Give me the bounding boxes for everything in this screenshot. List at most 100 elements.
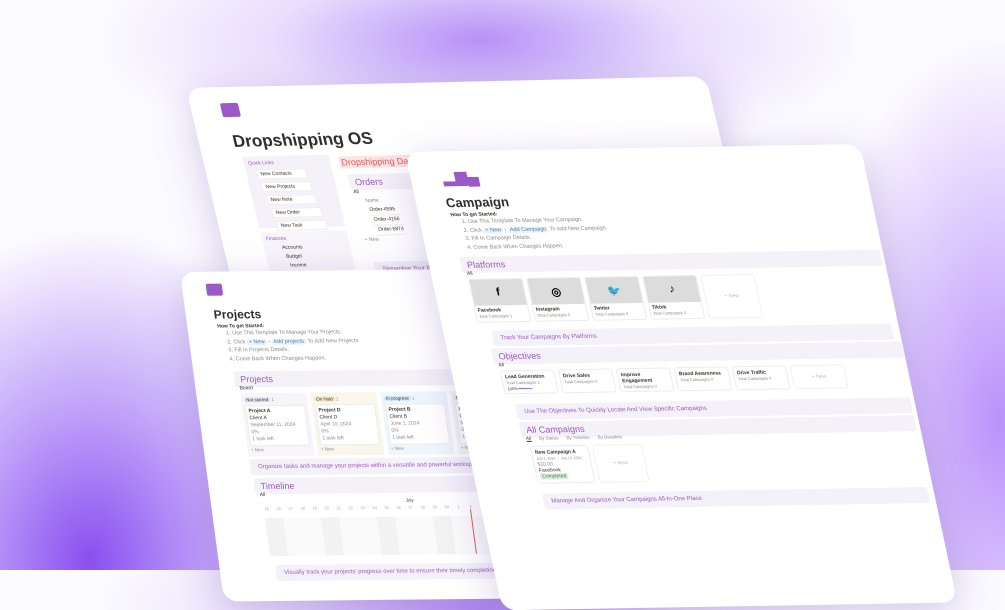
timeline-view-all[interactable]: All xyxy=(259,492,266,499)
status-badge: On Hold xyxy=(313,396,335,402)
column-count: 1 xyxy=(411,395,415,401)
new-order-button[interactable]: + New xyxy=(363,236,380,243)
store-icon xyxy=(219,102,242,118)
step: Come Back When Changes Happen. xyxy=(473,241,612,252)
quick-link-label: New Projects xyxy=(265,183,296,191)
page-title: Dropshipping OS xyxy=(230,128,375,151)
chart-icon: ▂▆▄ xyxy=(440,168,481,187)
quick-link-label: New Note xyxy=(270,196,294,204)
platform-count: Total Campaigns 0 xyxy=(536,312,571,318)
objective-card[interactable]: Brand Awareness Total Campaigns 0 xyxy=(673,366,733,392)
objective-card[interactable]: Drive Sales Total Campaigns 0 xyxy=(557,368,617,394)
timeline-day: 27 xyxy=(408,504,414,510)
finances-label: Finances xyxy=(265,235,287,243)
new-campaign-button[interactable]: + New xyxy=(591,443,650,483)
quick-link[interactable]: New Note xyxy=(265,194,318,206)
view-tab[interactable]: All xyxy=(525,435,532,442)
board-tab[interactable]: Board xyxy=(239,385,254,392)
objective-card[interactable]: Improve Engagement Total Campaigns 0 xyxy=(615,367,675,393)
step: Come Back When Changes Happen. xyxy=(235,354,361,364)
timeline-day: 26 xyxy=(396,504,402,510)
step: Click + New › Add projects To Add New Pr… xyxy=(233,337,359,347)
platforms-header: Platforms xyxy=(459,249,883,274)
how-to-steps: Use This Template To Manage Your Campaig… xyxy=(453,216,612,253)
facebook-icon: f xyxy=(469,278,527,306)
view-tab[interactable]: By Status xyxy=(538,435,559,441)
view-tab[interactable]: By Deadline xyxy=(597,434,623,440)
objective-card[interactable]: Drive Traffic Total Campaigns 0 xyxy=(731,365,791,391)
platform-card[interactable]: 🐦 Twitter Total Campaigns 0 xyxy=(584,275,648,321)
platform-count: Total Campaigns 0 xyxy=(594,311,629,317)
timeline-day: 16 xyxy=(276,505,282,512)
board-column: On Hold 1 Project D Client D April 10, 202… xyxy=(310,391,385,456)
timeline-day: 1 xyxy=(457,504,461,510)
platforms-view-all[interactable]: All xyxy=(466,270,474,277)
page-title: Campaign xyxy=(444,194,511,211)
platform-card[interactable]: ◎ Instagram Total Campaigns 0 xyxy=(526,276,590,322)
timeline-day: 23 xyxy=(360,505,366,511)
new-platform-button[interactable]: + New xyxy=(700,273,764,319)
view-tab[interactable]: By Timeline xyxy=(565,434,591,441)
tasks-left: 1 task left xyxy=(251,436,275,443)
finance-link[interactable]: Income xyxy=(289,262,308,269)
quick-links-panel: Quick Links New Contacts New Projects New … xyxy=(242,154,346,231)
objective-progress: 100% xyxy=(507,385,554,392)
quick-links-label: Quick Links xyxy=(247,160,275,167)
add-chip: Add Campaign xyxy=(507,226,549,233)
timeline-day: 21 xyxy=(336,505,342,511)
new-objective-button[interactable]: + New xyxy=(789,364,849,390)
board-column: In progress 1 Project B Client B June 1, 2… xyxy=(380,391,455,455)
objective-name: Improve Engagement xyxy=(620,371,653,385)
campaign-card[interactable]: New Campaign A July 1, 2024 → July 15, 2… xyxy=(529,444,596,484)
tasks-left: 1 task left xyxy=(321,435,345,442)
timeline-day: 28 xyxy=(420,504,426,510)
orders-list: All Name Order-4595 Order-4156 Order-5874 … xyxy=(352,187,407,245)
tiktok-icon: ♪ xyxy=(643,275,701,303)
status-badge: Completed xyxy=(539,473,570,480)
new-project-button[interactable]: + New xyxy=(320,446,335,452)
quick-link[interactable]: New Task xyxy=(275,219,329,231)
finance-link[interactable]: Budget xyxy=(285,253,303,260)
quick-link[interactable]: New Projects xyxy=(260,181,313,193)
new-project-button[interactable]: + New xyxy=(250,447,265,453)
objective-count: Total Campaigns 0 xyxy=(679,376,714,383)
column-count: 1 xyxy=(271,397,275,403)
platform-count: Total Campaigns 1 xyxy=(478,313,513,319)
timeline-month: July xyxy=(405,497,415,503)
objective-card[interactable]: Lead Generation Total Campaigns 1 100% xyxy=(499,369,559,395)
timeline-day: 29 xyxy=(432,504,438,510)
how-to-steps: Use This Template To Manage Your Project… xyxy=(218,328,361,363)
tasks-left: 1 task left xyxy=(391,434,415,441)
new-chip: + New xyxy=(246,338,267,345)
order-row[interactable]: Order-4595 xyxy=(368,205,401,216)
objectives-view-all[interactable]: All xyxy=(497,362,505,369)
timeline-day: 17 xyxy=(288,505,294,511)
new-chip: + New xyxy=(482,226,504,234)
timeline-day: 22 xyxy=(348,505,354,511)
order-row[interactable]: Order-5874 xyxy=(373,225,406,236)
instagram-icon: ◎ xyxy=(527,277,585,305)
timeline-day: 20 xyxy=(324,505,330,511)
quick-link[interactable]: New Order xyxy=(270,206,324,219)
new-project-button[interactable]: + New xyxy=(390,445,404,451)
platform-card[interactable]: f Facebook Total Campaigns 1 xyxy=(468,277,532,323)
order-row[interactable]: Order-4156 xyxy=(371,215,403,226)
column-count: 1 xyxy=(335,396,339,402)
objective-count: Total Campaigns 0 xyxy=(563,378,598,385)
project-card[interactable]: Project D Client D April 10, 2024 0% 1 task … xyxy=(314,403,381,446)
twitter-icon: 🐦 xyxy=(585,276,643,304)
quick-link[interactable]: New Contacts xyxy=(255,168,308,180)
objective-count: Total Campaigns 0 xyxy=(622,383,658,390)
campaign-page: ▂▆▄ Campaign How To get Started: Use Thi… xyxy=(405,144,958,610)
quick-link-label: New Order xyxy=(275,209,301,216)
finance-link[interactable]: Accounts xyxy=(281,244,304,251)
quick-link-label: New Task xyxy=(280,222,304,229)
timeline-day: 30 xyxy=(444,504,450,510)
timeline-day: 25 xyxy=(384,504,390,510)
all-campaigns-callout: Manage And Organize Your Campaigns All-I… xyxy=(541,486,931,510)
project-card[interactable]: Project A Client A September 11, 2024 0% 1 t… xyxy=(244,404,311,447)
platform-card[interactable]: ♪ Tiktok Total Campaigns 0 xyxy=(642,274,706,320)
project-card[interactable]: Project B Client B June 1, 2024 0% 1 task le… xyxy=(384,403,451,445)
timeline-day: 15 xyxy=(264,506,270,512)
page-title: Projects xyxy=(212,307,263,322)
